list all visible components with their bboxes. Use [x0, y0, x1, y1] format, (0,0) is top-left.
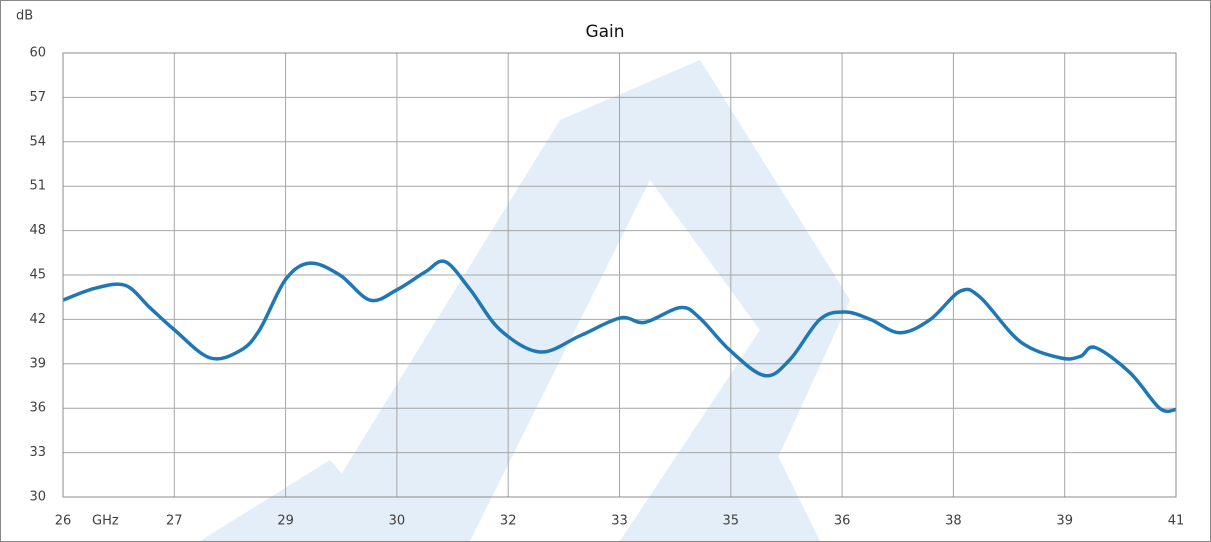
x-tick-label: 33	[611, 514, 628, 529]
y-tick-label: 57	[29, 90, 46, 105]
plot-border	[62, 52, 1177, 498]
x-tick-label: 38	[945, 514, 962, 529]
y-tick-label: 42	[29, 312, 46, 327]
line	[62, 259, 1177, 414]
y-tick-label: 60	[29, 46, 46, 61]
x-axis-label: GHz	[92, 514, 119, 529]
x-tick-label: 30	[389, 514, 406, 529]
x-tick-label: 35	[723, 514, 740, 529]
x-tick-label: 29	[277, 514, 294, 529]
y-axis-label: dB	[16, 9, 33, 24]
y-tick-label: 36	[29, 401, 46, 416]
y-tick-label: 45	[29, 268, 46, 283]
chart-title: Gain	[585, 22, 624, 42]
x-tick-label: 41	[1168, 514, 1185, 529]
y-tick-label: 30	[29, 490, 46, 505]
watermark	[200, 60, 850, 541]
x-tick-label: 36	[834, 514, 851, 529]
y-tick-label: 39	[29, 356, 46, 371]
y-tick-label: 54	[29, 134, 46, 149]
x-tick-label: 27	[166, 514, 183, 529]
x-tick-label: 39	[1056, 514, 1073, 529]
y-tick-label: 51	[29, 179, 46, 194]
y-tick-label: 48	[29, 223, 46, 238]
y-tick-label: 33	[29, 445, 46, 460]
x-tick-label: 26	[55, 514, 72, 529]
x-tick-label: 32	[500, 514, 517, 529]
